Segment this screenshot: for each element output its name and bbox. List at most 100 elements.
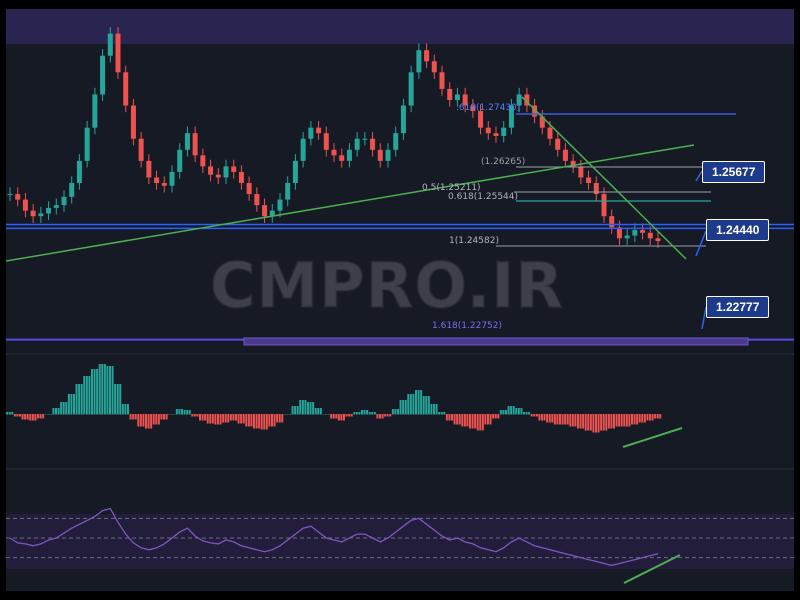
- price-label-2: 1.24440: [706, 219, 770, 241]
- macd-bar: [343, 414, 345, 421]
- macd-bar: [57, 408, 60, 415]
- macd-bar: [78, 384, 81, 415]
- fib-label-2: (1.26265): [481, 157, 526, 167]
- macd-bar: [116, 384, 119, 415]
- macd-bar: [368, 412, 371, 415]
- trendline-down: [521, 96, 687, 260]
- macd-bar: [402, 400, 405, 415]
- macd-bar: [242, 414, 245, 424]
- macd-bar: [49, 414, 52, 415]
- macd-bar: [417, 390, 420, 415]
- macd-bar: [232, 414, 235, 421]
- price-label-3: 1.22777: [706, 296, 770, 318]
- macd-bar: [633, 414, 636, 425]
- macd-bar: [530, 414, 533, 417]
- candle-body: [501, 127, 507, 136]
- macd-bar: [574, 414, 577, 427]
- chart-area[interactable]: CMPRO.IR .618(1.27430) (1.26265) 0.5(1.2…: [6, 9, 794, 591]
- macd-bar: [83, 376, 86, 415]
- candle-body: [370, 138, 376, 150]
- macd-bar: [571, 414, 574, 427]
- macd-bar: [8, 412, 11, 415]
- price-label-1: 1.25677: [702, 161, 766, 183]
- macd-bar: [186, 410, 189, 415]
- fib-label-1: .618(1.27430): [456, 103, 521, 113]
- macd-bar: [11, 412, 14, 415]
- macd-bar: [620, 414, 623, 427]
- macd-bar: [304, 400, 307, 415]
- candle-body: [493, 133, 499, 136]
- macd-bar: [55, 408, 57, 415]
- candle-body: [586, 177, 592, 183]
- macd-bar: [286, 414, 289, 415]
- macd-bar: [507, 406, 510, 415]
- macd-bar: [322, 414, 325, 415]
- macd-bar: [44, 414, 47, 415]
- macd-bar: [440, 412, 443, 415]
- macd-bar: [155, 414, 158, 425]
- candle-body: [262, 205, 268, 217]
- macd-bar: [91, 369, 93, 415]
- candle-body: [570, 160, 576, 167]
- candle-body: [138, 138, 144, 161]
- candle-body: [231, 166, 237, 172]
- candle-body: [277, 199, 283, 211]
- macd-bar: [556, 414, 559, 425]
- candle-body: [61, 196, 67, 206]
- macd-bar: [548, 414, 551, 423]
- macd-bar: [433, 404, 435, 415]
- macd-bar: [654, 414, 657, 419]
- macd-bar: [376, 414, 379, 419]
- macd-bar: [103, 364, 106, 415]
- macd-bar: [515, 408, 518, 415]
- target-zone: [243, 337, 749, 346]
- macd-bar: [523, 412, 525, 415]
- macd-bar: [42, 414, 45, 419]
- candle-body: [69, 183, 75, 197]
- macd-bar: [355, 412, 358, 415]
- candle-body: [161, 183, 167, 186]
- candle-body: [76, 160, 82, 183]
- macd-bar: [636, 414, 639, 425]
- macd-bar: [314, 408, 317, 415]
- candle-body: [30, 210, 36, 217]
- macd-bar: [651, 414, 654, 421]
- candle-body: [208, 166, 214, 175]
- macd-bar: [37, 414, 39, 419]
- macd-bar: [85, 376, 88, 415]
- macd-bar: [394, 409, 397, 415]
- macd-bar: [173, 414, 176, 415]
- macd-bar: [265, 414, 268, 430]
- macd-bar: [296, 406, 299, 415]
- macd-bar: [361, 410, 363, 415]
- macd-bar: [199, 414, 201, 421]
- candle-body: [385, 149, 391, 161]
- macd-bar: [535, 414, 538, 417]
- macd-bar: [510, 406, 513, 415]
- macd-bar: [39, 414, 42, 419]
- macd-bar: [6, 412, 9, 415]
- candle-body: [269, 210, 275, 217]
- macd-bar: [152, 414, 155, 425]
- macd-bar: [659, 414, 662, 419]
- macd-bar: [312, 402, 315, 415]
- candle-body: [632, 230, 638, 236]
- macd-bar: [13, 414, 16, 417]
- macd-bar: [602, 414, 605, 431]
- macd-bar: [391, 409, 394, 415]
- macd-bar: [119, 384, 122, 415]
- macd-bar: [114, 384, 117, 415]
- candle-body: [38, 213, 44, 217]
- macd-bar: [589, 414, 592, 431]
- macd-bar: [415, 390, 417, 415]
- macd-bar: [517, 408, 520, 415]
- macd-bar: [62, 402, 65, 415]
- macd-bar: [170, 414, 173, 415]
- macd-bar: [260, 414, 263, 430]
- candle-body: [454, 94, 460, 100]
- watermark: CMPRO.IR: [209, 248, 565, 323]
- candle-body: [84, 127, 90, 161]
- macd-bar: [453, 414, 456, 425]
- macd-bar: [227, 414, 230, 423]
- candle-body: [555, 138, 561, 150]
